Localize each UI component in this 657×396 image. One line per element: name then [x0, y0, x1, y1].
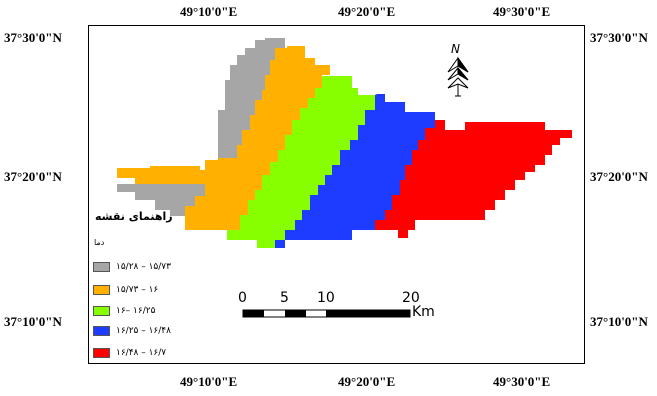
- zone-gray-west: [117, 184, 205, 216]
- north-arrow-icon: [447, 56, 469, 97]
- lon-label-bottom-1: 49°10'0"E: [180, 374, 238, 389]
- legend-swatch-1: [93, 262, 110, 272]
- lat-label-left-mid: 37°20'0"N: [4, 169, 62, 184]
- scale-tick-20: 20: [402, 290, 420, 306]
- legend-item-5: ۱۶/۴۸ – ۱۶/۷: [93, 347, 166, 359]
- scale-bar: [242, 309, 411, 318]
- legend-subtitle: دما: [94, 238, 105, 247]
- lat-label-right-top: 37°30'0"N: [590, 30, 648, 45]
- scale-tick-0: 0: [238, 290, 247, 306]
- north-label: N: [451, 42, 460, 56]
- legend-item-2: ۱۵/۷۳ – ۱۶: [93, 284, 158, 296]
- lon-label-top-1: 49°10'0"E: [180, 4, 238, 19]
- legend-swatch-3: [93, 306, 110, 316]
- legend-label-5: ۱۶/۴۸ – ۱۶/۷: [116, 348, 167, 358]
- lat-label-left-bottom: 37°10'0"N: [4, 314, 62, 329]
- zone-gray: [218, 38, 285, 160]
- lon-label-top-3: 49°30'0"E: [493, 4, 551, 19]
- lon-label-bottom-2: 49°20'0"E: [338, 374, 396, 389]
- legend-label-4: ۱۶/۲۵ – ۱۶/۴۸: [116, 326, 171, 336]
- legend-swatch-5: [93, 348, 110, 358]
- lat-label-left-top: 37°30'0"N: [4, 30, 62, 45]
- zone-green: [227, 76, 375, 248]
- legend-swatch-4: [93, 326, 110, 336]
- zone-red: [375, 120, 572, 238]
- legend-label-3: ۱۶– ۱۶/۲۵: [116, 306, 156, 316]
- legend-label-1: ۱۵/۲۸ – ۱۵/۷۳: [116, 262, 171, 272]
- scale-tick-10: 10: [317, 290, 335, 306]
- lon-label-top-2: 49°20'0"E: [338, 4, 396, 19]
- scale-unit: Km: [412, 304, 435, 320]
- lon-label-bottom-3: 49°30'0"E: [493, 374, 551, 389]
- legend-swatch-2: [93, 285, 110, 295]
- legend-item-4: ۱۶/۲۵ – ۱۶/۴۸: [93, 325, 171, 337]
- zone-blue: [275, 94, 435, 248]
- legend-item-3: ۱۶– ۱۶/۲۵: [93, 305, 155, 317]
- legend-title: راهنمای نقشه: [95, 210, 173, 223]
- legend-label-2: ۱۵/۷۳ – ۱۶: [116, 285, 159, 295]
- lat-label-right-bottom: 37°10'0"N: [590, 314, 648, 329]
- legend-item-1: ۱۵/۲۸ – ۱۵/۷۳: [93, 261, 171, 273]
- lat-label-right-mid: 37°20'0"N: [590, 169, 648, 184]
- scale-tick-5: 5: [280, 290, 289, 306]
